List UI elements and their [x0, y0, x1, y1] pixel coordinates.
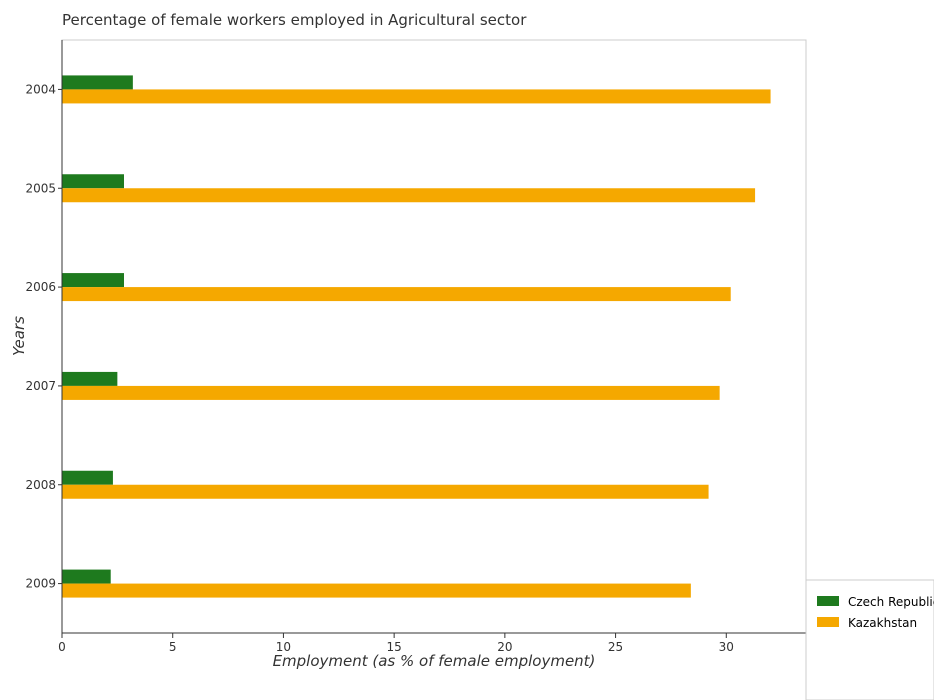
chart-title: Percentage of female workers employed in… — [62, 11, 527, 29]
x-tick-label-30: 30 — [719, 640, 734, 654]
bar-czech-republic-2009 — [62, 569, 111, 584]
x-tick-label-15: 15 — [387, 640, 402, 654]
x-axis-label: Employment (as % of female employment) — [273, 652, 596, 670]
y-tick-label-2006: 2006 — [25, 280, 56, 294]
bar-czech-republic-2005 — [62, 174, 124, 189]
x-tick-label-10: 10 — [276, 640, 291, 654]
y-tick-label-2009: 2009 — [25, 577, 56, 591]
bar-kazakhstan-2004 — [62, 89, 771, 104]
y-tick-label-2007: 2007 — [25, 379, 56, 393]
bar-kazakhstan-2006 — [62, 287, 731, 302]
y-tick-label-2005: 2005 — [25, 181, 56, 195]
bar-czech-republic-2007 — [62, 371, 118, 386]
x-axis: 0 5 10 15 20 25 30 — [58, 632, 806, 654]
bar-czech-republic-2006 — [62, 273, 124, 288]
legend-swatch-czech-republic — [817, 596, 839, 606]
x-tick-label-20: 20 — [497, 640, 512, 654]
bar-kazakhstan-2007 — [62, 385, 720, 400]
legend-swatch-kazakhstan — [817, 617, 839, 627]
bar-kazakhstan-2005 — [62, 188, 756, 203]
y-axis: 2004 2005 2006 2007 2008 2009 — [25, 40, 63, 633]
y-axis-label: Years — [10, 316, 28, 356]
plot-frame — [61, 39, 807, 634]
plot-area — [61, 39, 807, 634]
x-tick-label-0: 0 — [58, 640, 66, 654]
bar-czech-republic-2008 — [62, 470, 113, 485]
legend: Czech Republic Kazakhstan — [805, 579, 934, 700]
legend-label-czech-republic: Czech Republic — [848, 595, 934, 609]
bar-czech-republic-2004 — [62, 75, 133, 90]
bar-kazakhstan-2009 — [62, 583, 691, 598]
y-tick-label-2004: 2004 — [25, 82, 56, 96]
x-tick-label-25: 25 — [608, 640, 623, 654]
x-tick-label-5: 5 — [169, 640, 177, 654]
legend-label-kazakhstan: Kazakhstan — [848, 616, 917, 630]
y-tick-label-2008: 2008 — [25, 478, 56, 492]
bar-kazakhstan-2008 — [62, 484, 709, 499]
